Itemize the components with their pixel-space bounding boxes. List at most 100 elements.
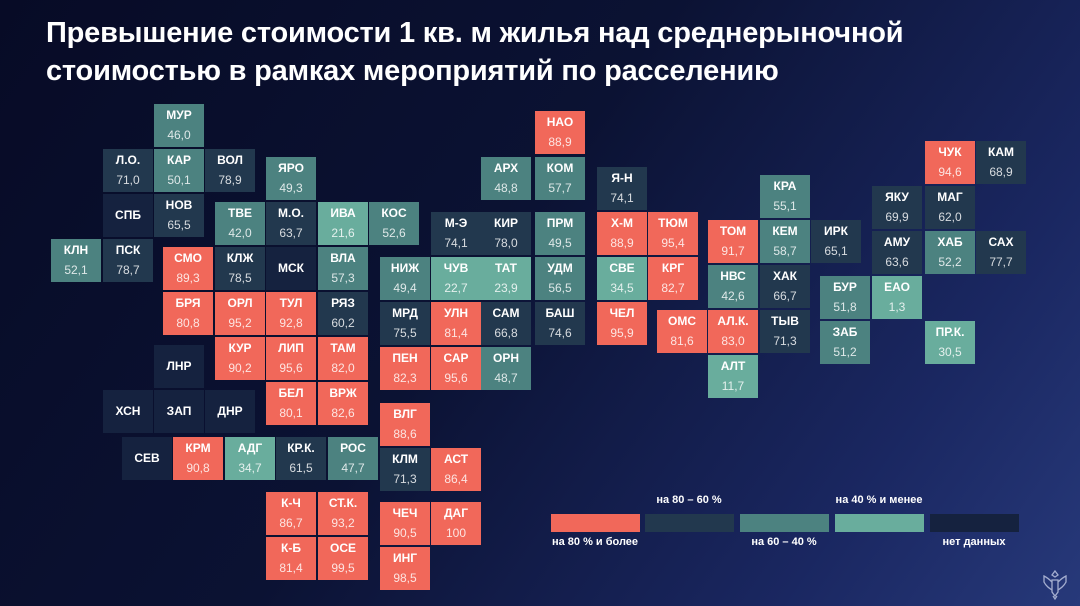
region-code: КЛЖ xyxy=(226,251,254,265)
region-tile: Л.О. 71,0 xyxy=(103,149,153,192)
region-tile: МСК xyxy=(266,247,316,290)
region-code: НОВ xyxy=(165,198,193,212)
region-value: 89,3 xyxy=(176,271,200,285)
region-value: 82,3 xyxy=(393,371,417,385)
title-line-2: стоимостью в рамках мероприятий по рассе… xyxy=(46,55,779,87)
region-code: ТЫВ xyxy=(771,314,799,328)
region-tile: ВЛГ 88,6 xyxy=(380,403,430,446)
region-tile: ЧЕЧ 90,5 xyxy=(380,502,430,545)
region-tile: ИНГ 98,5 xyxy=(380,547,430,590)
region-code: САХ xyxy=(988,235,1014,249)
region-tile: ПСК 78,7 xyxy=(103,239,153,282)
region-tile: УЛН 81,4 xyxy=(431,302,481,345)
region-value: 91,7 xyxy=(721,244,745,258)
region-tile: К-Б 81,4 xyxy=(266,537,316,580)
region-value: 49,5 xyxy=(548,236,572,250)
region-value: 78,9 xyxy=(218,173,242,187)
region-tile: НОВ 65,5 xyxy=(154,194,204,237)
region-tile: НАО 88,9 xyxy=(535,111,585,154)
region-value: 21,6 xyxy=(331,226,355,240)
region-tile: САХ 77,7 xyxy=(976,231,1026,274)
region-tile: ТАТ 23,9 xyxy=(481,257,531,300)
region-code: М-Э xyxy=(444,216,468,230)
region-value: 52,2 xyxy=(938,255,962,269)
region-value: 22,7 xyxy=(444,281,468,295)
region-tile: АСТ 86,4 xyxy=(431,448,481,491)
region-tile: КУР 90,2 xyxy=(215,337,265,380)
region-value: 69,9 xyxy=(885,210,909,224)
region-code: КРМ xyxy=(185,441,211,455)
region-tile: СВЕ 34,5 xyxy=(597,257,647,300)
region-code: УЛН xyxy=(443,306,469,320)
region-tile: АМУ 63,6 xyxy=(872,231,922,274)
region-code: КИР xyxy=(494,216,518,230)
region-value: 68,9 xyxy=(989,165,1013,179)
region-tile: КАМ 68,9 xyxy=(976,141,1026,184)
region-value: 50,1 xyxy=(167,173,191,187)
region-value: 71,0 xyxy=(116,173,140,187)
region-value: 74,1 xyxy=(444,236,468,250)
region-tile: КОМ 57,7 xyxy=(535,157,585,200)
region-value: 61,5 xyxy=(289,461,313,475)
legend-label-mid: на 80 – 60 % xyxy=(656,494,722,506)
region-code: ИВА xyxy=(330,206,356,220)
region-tile: ХАК 66,7 xyxy=(760,265,810,308)
region-value: 82,7 xyxy=(661,281,685,295)
region-tile: ЛИП 95,6 xyxy=(266,337,316,380)
region-tile: ПЕН 82,3 xyxy=(380,347,430,390)
region-code: ПЕН xyxy=(392,351,418,365)
region-value: 99,5 xyxy=(331,561,355,575)
region-tile: ТЫВ 71,3 xyxy=(760,310,810,353)
region-tile: КЕМ 58,7 xyxy=(760,220,810,263)
region-tile: ПР.К. 30,5 xyxy=(925,321,975,364)
region-value: 60,2 xyxy=(331,316,355,330)
region-code: КР.К. xyxy=(287,441,315,455)
region-tile: КРГ 82,7 xyxy=(648,257,698,300)
region-code: ИНГ xyxy=(392,551,418,565)
region-value: 71,3 xyxy=(773,334,797,348)
region-code: ВЛГ xyxy=(393,407,417,421)
region-code: ЧЕЧ xyxy=(392,506,418,520)
region-tile: КЛЖ 78,5 xyxy=(215,247,265,290)
region-code: СТ.К. xyxy=(328,496,358,510)
region-value: 42,6 xyxy=(721,289,745,303)
region-code: АЛТ xyxy=(720,359,746,373)
region-code: ВРЖ xyxy=(329,386,357,400)
region-tile: НИЖ 49,4 xyxy=(380,257,430,300)
region-value: 92,8 xyxy=(279,316,303,330)
region-code: ОРН xyxy=(492,351,519,365)
region-code: К-Б xyxy=(281,541,301,555)
region-value: 80,8 xyxy=(176,316,200,330)
region-value: 71,3 xyxy=(393,472,417,486)
region-value: 47,7 xyxy=(341,461,365,475)
region-value: 1,3 xyxy=(888,300,906,314)
region-tile: ТВЕ 42,0 xyxy=(215,202,265,245)
region-code: КРА xyxy=(773,179,797,193)
region-tile: ЗАП xyxy=(154,390,204,433)
region-tile: САМ 66,8 xyxy=(481,302,531,345)
region-value: 52,6 xyxy=(382,226,406,240)
region-tile: ИВА 21,6 xyxy=(318,202,368,245)
region-code: КАР xyxy=(167,153,191,167)
region-code: ОРЛ xyxy=(227,296,253,310)
region-code: ЕАО xyxy=(884,280,910,294)
region-code: НАО xyxy=(546,115,574,129)
region-code: СЕВ xyxy=(134,451,160,465)
region-tile: К-Ч 86,7 xyxy=(266,492,316,535)
region-tile: КОС 52,6 xyxy=(369,202,419,245)
region-value: 48,8 xyxy=(494,181,518,195)
region-code: ОМС xyxy=(668,314,696,328)
region-tile: Я-Н 74,1 xyxy=(597,167,647,210)
region-tile: АЛ.К. 83,0 xyxy=(708,310,758,353)
region-value: 51,2 xyxy=(833,345,857,359)
region-code: ЛИП xyxy=(278,341,304,355)
region-code: ОСЕ xyxy=(329,541,356,555)
region-value: 82,6 xyxy=(331,406,355,420)
region-code: БРЯ xyxy=(175,296,201,310)
region-code: ХАК xyxy=(773,269,797,283)
region-code: ЧУК xyxy=(938,145,962,159)
region-tile: АРХ 48,8 xyxy=(481,157,531,200)
region-value: 74,6 xyxy=(548,326,572,340)
region-code: Л.О. xyxy=(115,153,141,167)
region-code: КУР xyxy=(228,341,252,355)
